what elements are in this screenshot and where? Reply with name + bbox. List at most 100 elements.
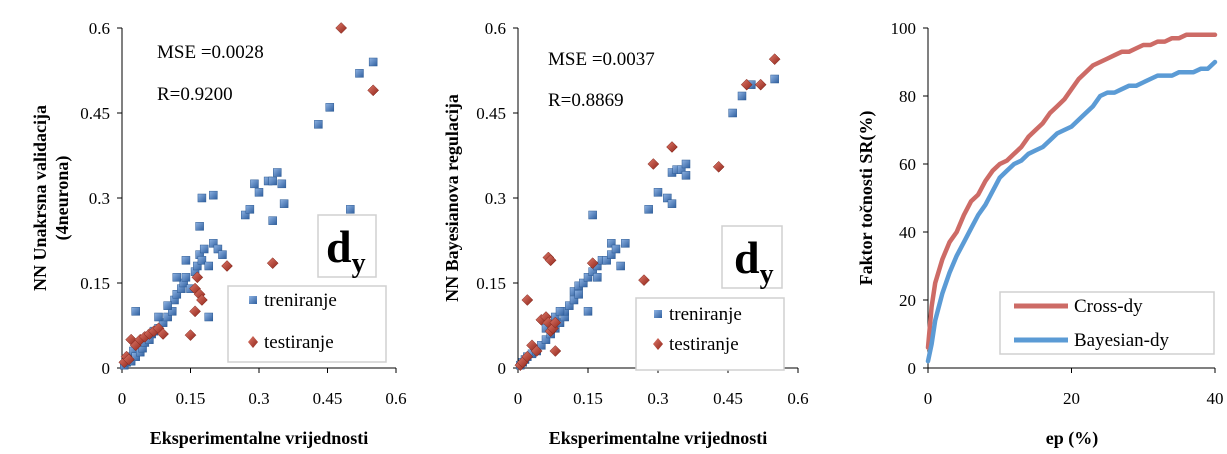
chart-1-point-treniranje [325,103,335,112]
chart-2-point-testiranje [549,345,562,357]
chart-2-point-testiranje [754,78,767,91]
chart-1-point-testiranje [335,22,348,34]
chart-1-y-label-line1: NN Unakrsna validacija [30,105,50,291]
chart-1-point-treniranje [193,261,202,271]
chart-2-point-treniranje [579,278,588,288]
chart-2-legend-diamond-icon [653,338,663,350]
chart-2-point-treniranje [621,239,630,248]
chart-2-point-treniranje [663,193,672,203]
chart-2-r: R=0.8869 [548,90,624,111]
chart-1-point-treniranje [163,301,172,310]
chart-1-y-label: NN Unakrsna validacija (4neurona) [30,105,73,291]
chart-3-y-tick-label: 20 [899,291,916,310]
chart-1-point-treniranje [172,290,182,299]
chart-1-x-tick-label: 0 [118,389,127,408]
chart-2-point-testiranje [666,141,678,153]
chart-2-mse: MSE =0.0037 [548,49,655,70]
chart-2-point-testiranje [521,294,534,306]
chart-1-legend-square-icon [249,296,257,304]
chart-1-point-treniranje [213,244,223,254]
chart-3-line-bayesian-dy [925,59,1218,364]
chart-2-legend-treniranje: treniranje [669,304,742,325]
chart-2-point-treniranje [583,307,593,316]
chart-1-point-treniranje [154,312,163,322]
chart-2-point-testiranje [544,254,557,267]
chart-2-point-treniranje [644,205,653,214]
chart-1-point-treniranje [158,318,168,327]
chart-2-dy-main: d [734,232,760,283]
chart-1-point-treniranje [199,244,209,254]
chart-1-dy-box [317,214,377,278]
chart-1-dy-label: dy [326,221,366,279]
chart-2-point-testiranje [647,158,660,170]
chart-2-point-treniranje [616,261,625,271]
chart-1-point-treniranje [279,199,289,208]
chart-1-point-treniranje [346,205,355,214]
chart-1-y-tick-label: 0.3 [89,189,110,208]
chart-1-x-tick-label: 0.15 [176,389,206,408]
chart-2-x-tick-label: 0 [514,389,523,408]
chart-1-point-testiranje [367,84,380,97]
chart-3-legend-bayes: Bayesian-dy [1074,330,1169,351]
chart-3-y-tick-label: 100 [891,19,917,38]
chart-2: 0 0.15 0.3 0.45 0.6 0 0.15 0.3 0.45 0.6 MSE =0.00… [442,19,809,448]
chart-2-point-treniranje [607,250,616,259]
chart-2-point-treniranje [555,307,565,316]
chart-2-x-tick-label: 0.3 [647,389,668,408]
chart-3-x-tick-label: 0 [924,389,933,408]
chart-1-point-treniranje [163,312,172,322]
chart-1-point-treniranje [277,179,287,189]
chart-2-point-treniranje [574,290,583,299]
chart-1-y-tick-label: 0.15 [80,274,110,293]
chart-2-y-tick-label: 0 [498,359,507,378]
chart-1-dy-sub: y [352,248,366,279]
chart-3-line-cross-dy [925,32,1218,350]
chart-1-legend-diamond-icon [248,336,258,348]
chart-2-point-treniranje [681,171,691,180]
chart-2-point-treniranje [565,301,574,310]
chart-1-point-treniranje [218,250,227,259]
chart-1-point-treniranje [254,188,264,197]
chart-1-point-testiranje [221,260,233,272]
chart-1-point-treniranje [131,307,140,316]
chart-1-point-treniranje [172,273,182,282]
chart-1-y-tick-label: 0.6 [89,19,110,38]
chart-2-point-treniranje [607,239,616,248]
chart-1-point-treniranje [195,222,204,231]
chart-1-point-treniranje [314,120,323,129]
chart-3-y-tick-label: 0 [908,359,917,378]
chart-2-dy-sub: y [760,259,774,290]
chart-3-x-label: ep (%) [1046,428,1099,449]
chart-2-point-treniranje [583,273,593,282]
chart-1-point-treniranje [204,312,214,322]
chart-3-legend [999,291,1215,355]
chart-3-y-tick-label: 80 [899,87,916,106]
chart-1-point-treniranje [268,216,277,225]
chart-2-point-treniranje [593,273,602,282]
chart-2-point-testiranje [521,350,534,363]
chart-2-point-testiranje [768,53,781,66]
chart-1-point-testiranje [157,328,169,340]
chart-1-point-treniranje [197,256,207,265]
chart-1-x-tick-label: 0.6 [385,389,406,408]
chart-1-point-testiranje [191,271,204,284]
chart-1-point-testiranje [184,329,197,341]
chart-2-legend-square-icon [654,310,662,318]
chart-1-point-treniranje [368,57,378,67]
chart-2-point-treniranje [653,188,663,197]
chart-2-point-treniranje [770,74,779,84]
chart-1-point-treniranje [167,307,177,316]
chart-1-point-treniranje [181,273,191,282]
chart-1-y-tick-label: 0 [102,359,111,378]
chart-2-point-treniranje [737,91,747,101]
chart-1-x-tick-label: 0.3 [248,389,269,408]
chart-3-x-tick-label: 20 [1063,389,1080,408]
chart-3-y-tick-label: 60 [899,155,916,174]
chart-1-point-treniranje [241,210,250,220]
chart-2-point-treniranje [677,165,686,174]
chart-1-point-treniranje [181,256,191,265]
chart-2-x-tick-label: 0.15 [573,389,603,408]
chart-2-point-testiranje [712,160,725,173]
chart-2-x-tick-label: 0.6 [787,389,808,408]
chart-3-x-tick-label: 40 [1207,389,1224,408]
